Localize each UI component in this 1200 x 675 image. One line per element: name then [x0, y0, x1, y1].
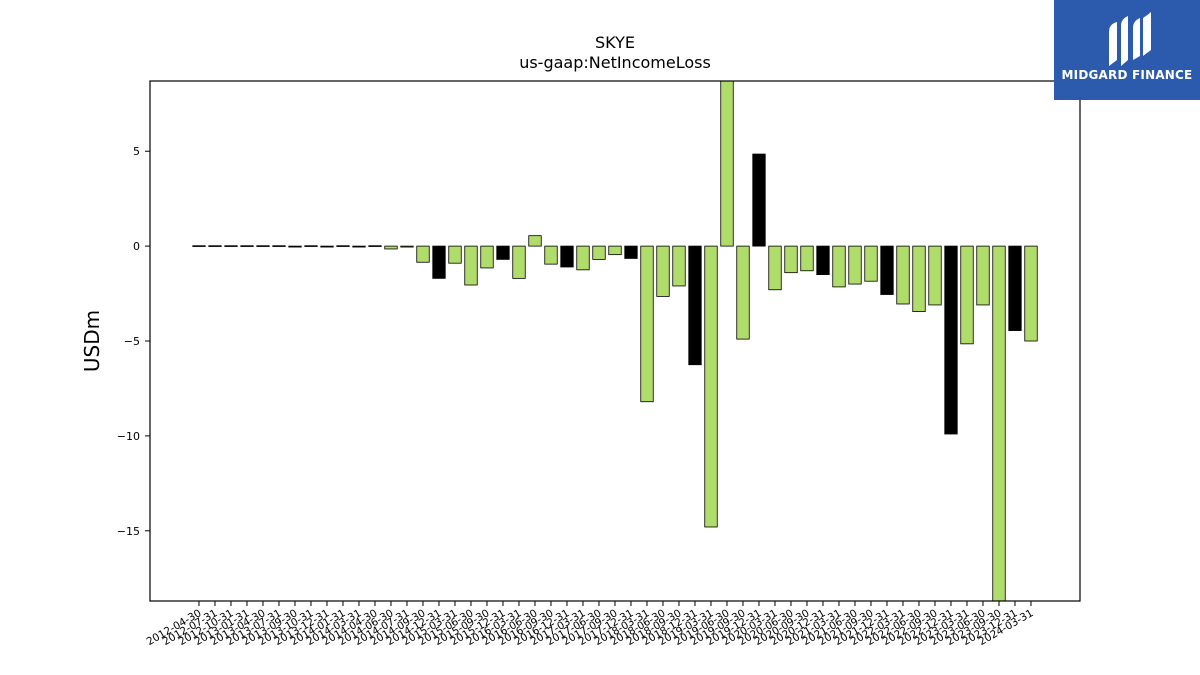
bar-2016-12-31 — [560, 245, 574, 268]
brand-logo: MIDGARD FINANCE — [1054, 0, 1200, 100]
bar-2017-06-30 — [592, 245, 606, 260]
bar-2020-06-30 — [784, 245, 798, 274]
bar-2013-01-31 — [240, 245, 254, 247]
bar-2022-03-31 — [896, 245, 910, 305]
bar-2013-04-30 — [256, 245, 270, 247]
bar-2016-06-30 — [528, 235, 542, 247]
bar-2021-03-31 — [832, 245, 846, 288]
bar-2012-04-30 — [192, 245, 206, 247]
bar-2012-07-31 — [208, 245, 222, 247]
bar-2023-12-31 — [1008, 245, 1022, 331]
bar-2017-12-31 — [624, 245, 638, 259]
bar-2020-03-31 — [768, 245, 782, 291]
y-tick-label: −15 — [117, 525, 140, 538]
y-tick-label: 5 — [133, 145, 140, 158]
y-tick-label: −5 — [124, 335, 140, 348]
x-axis-ticks: 2012-04-302012-07-312012-10-312013-01-31… — [145, 601, 1036, 648]
bar-2015-06-30 — [464, 245, 478, 286]
bar-2022-09-30 — [928, 245, 942, 306]
bars-group — [192, 80, 1038, 602]
bar-2017-09-30 — [608, 245, 622, 256]
bar-2014-04-30 — [368, 245, 382, 247]
bar-2015-03-31 — [448, 245, 462, 264]
bar-2014-12-31 — [432, 245, 446, 279]
bar-2014-03-31 — [352, 245, 366, 248]
bar-2013-09-30 — [288, 245, 302, 248]
bar-2022-06-30 — [912, 245, 926, 312]
bar-2013-07-31 — [272, 245, 286, 247]
bar-2014-06-30 — [384, 245, 398, 250]
midgard-logo-icon — [1109, 12, 1151, 66]
bar-2015-09-30 — [480, 245, 494, 269]
bar-2018-09-30 — [672, 245, 686, 287]
bar-2012-10-31 — [224, 245, 238, 247]
bar-2019-12-31 — [752, 153, 766, 247]
bar-2019-03-31 — [704, 245, 718, 528]
bar-2020-12-31 — [816, 245, 830, 275]
bar-2018-03-31 — [640, 245, 654, 403]
bar-2014-01-31 — [336, 245, 350, 247]
bar-2016-09-30 — [544, 245, 558, 265]
y-axis-ticks: 5 0 −5 −10 −15 — [117, 145, 150, 538]
bar-2019-06-30 — [720, 80, 734, 247]
y-tick-label: −10 — [117, 430, 140, 443]
bar-2020-09-30 — [800, 245, 814, 272]
bar-2019-09-30 — [736, 245, 750, 340]
chart-subtitle: us-gaap:NetIncomeLoss — [519, 53, 711, 72]
bar-2017-03-31 — [576, 245, 590, 271]
bar-2013-10-31 — [304, 245, 318, 247]
plot-frame — [149, 80, 1081, 602]
bar-2014-07-31 — [400, 245, 414, 248]
bar-2014-09-30 — [416, 245, 430, 263]
bar-2022-12-31 — [944, 245, 958, 435]
bar-2021-09-30 — [864, 245, 878, 282]
y-axis-label: USDm — [80, 310, 104, 372]
y-tick-label: 0 — [133, 240, 140, 253]
bar-2023-09-30 — [992, 245, 1006, 602]
bar-2018-06-30 — [656, 245, 670, 297]
logo-text: MIDGARD FINANCE — [1061, 68, 1193, 82]
bar-2023-06-30 — [976, 245, 990, 306]
bar-2024-03-31 — [1024, 245, 1038, 342]
bar-2023-03-31 — [960, 245, 974, 345]
bar-2018-12-31 — [688, 245, 702, 366]
bar-2021-06-30 — [848, 245, 862, 285]
bar-2013-12-31 — [320, 245, 334, 248]
chart-title: SKYE — [595, 33, 635, 52]
bar-2016-03-31 — [512, 245, 526, 279]
bar-2015-12-31 — [496, 245, 510, 260]
bar-2021-12-31 — [880, 245, 894, 295]
